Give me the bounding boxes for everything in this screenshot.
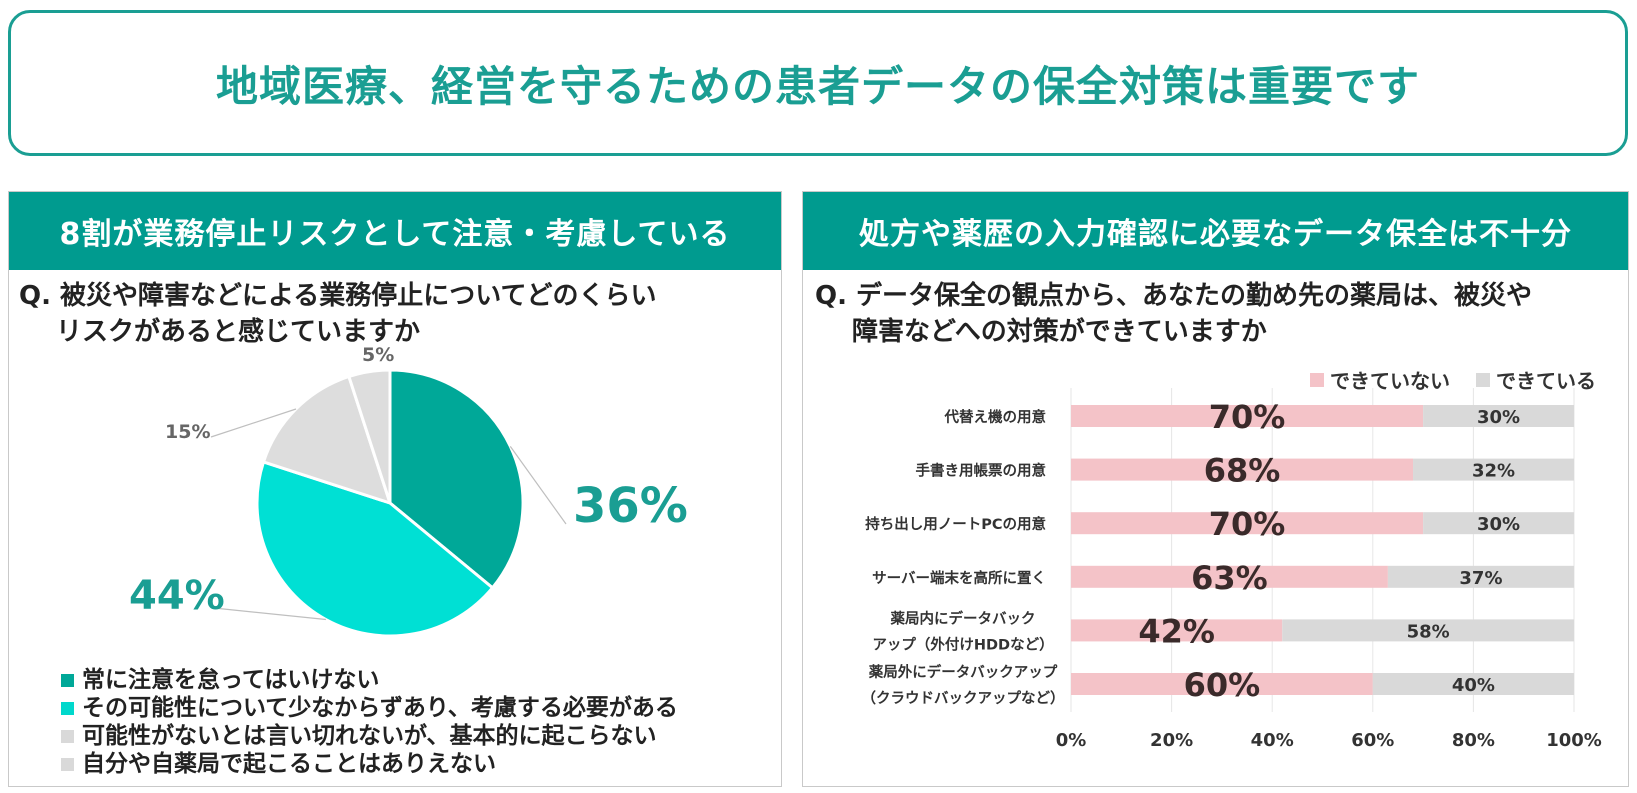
bar-data-label: 58%: [1407, 621, 1450, 642]
pie-data-label: 44%: [129, 573, 225, 619]
bar-data-label: 30%: [1477, 514, 1520, 535]
legend-swatch: [1310, 372, 1324, 387]
pie-data-label: 15%: [165, 421, 210, 443]
bar-segment: [1071, 673, 1373, 695]
bar-segment: [1372, 673, 1574, 695]
bar-data-label: 70%: [1209, 505, 1286, 543]
bar-data-label: 40%: [1452, 675, 1495, 696]
bar-segment: [1423, 512, 1574, 535]
bar-segment: [1071, 619, 1283, 642]
bar-legend-item: できている: [1476, 365, 1596, 394]
bar-data-label: 32%: [1472, 461, 1515, 482]
pie-legend: 常に注意を怠ってはいけない その可能性について少なからずあり、考慮する必要がある可…: [61, 666, 678, 778]
y-category-label: 手書き用帳票の用意: [916, 462, 1047, 480]
pie-legend-label: 可能性がないとは言い切れないが、基本的に起こらない: [82, 723, 657, 749]
right-question-line2: 障害などへの対策ができていますか: [852, 317, 1267, 347]
y-category-label: アップ（外付けHDDなど）: [872, 635, 1053, 653]
bar-legend-label: できていない: [1330, 369, 1450, 393]
y-category-label: サーバー端末を高所に置く: [872, 569, 1046, 587]
pie-slice: [255, 460, 495, 638]
x-tick-label: 20%: [1150, 730, 1193, 751]
legend-swatch: [61, 701, 74, 715]
bar-segment: [1071, 405, 1424, 427]
pie-data-label: 36%: [573, 478, 688, 534]
y-category-label: 薬局内にデータバック: [891, 609, 1036, 627]
pie-legend-item: その可能性について少なからずあり、考慮する必要がある: [61, 694, 678, 722]
right-question-line1: Q. データ保全の観点から、あなたの勤め先の薬局は、被災や: [815, 281, 1533, 311]
bar-legend: できていない できている: [1284, 365, 1596, 394]
y-category-label: （クラウドバックアップなど）: [862, 689, 1065, 707]
pie-legend-label: 常に注意を怠ってはいけない: [82, 667, 380, 693]
bar-data-label: 60%: [1184, 666, 1261, 704]
pie-leader-line: [210, 408, 297, 438]
bar-data-label: 37%: [1459, 568, 1502, 589]
pie-leader-line: [213, 607, 326, 621]
bar-segment: [1413, 458, 1574, 481]
pie-data-label: 5%: [362, 344, 394, 366]
y-category-label: 代替え機の用意: [944, 408, 1047, 426]
legend-swatch: [61, 673, 74, 687]
x-tick-label: 0%: [1056, 730, 1087, 751]
left-question-line2: リスクがあると感じていますか: [56, 317, 421, 347]
legend-swatch: [61, 757, 74, 771]
bar-data-label: 68%: [1204, 452, 1281, 490]
x-tick-label: 40%: [1251, 730, 1294, 751]
page-title: 地域医療、経営を守るための患者データの保全対策は重要です: [215, 61, 1420, 111]
left-question: Q. 被災や障害などによる業務停止についてどのくらい リスクがあると感じています…: [19, 278, 779, 350]
bar-legend-item: できていない: [1310, 365, 1450, 394]
right-panel: 処方や薬歴の入力確認に必要なデータ保全は不十分 Q. データ保全の観点から、あな…: [802, 191, 1629, 787]
right-question: Q. データ保全の観点から、あなたの勤め先の薬局は、被災や 障害などへの対策がで…: [815, 278, 1615, 350]
pie-slice: [347, 368, 392, 504]
x-tick-label: 60%: [1351, 730, 1394, 751]
y-category-label: 持ち出し用ノートPCの用意: [865, 515, 1046, 533]
pie-chart: 36% 44% 15% 5%: [129, 344, 688, 638]
title-banner: 地域医療、経営を守るための患者データの保全対策は重要です: [8, 10, 1628, 156]
bar-segment: [1423, 405, 1574, 427]
pie-legend-item: 自分や自薬局で起こることはありえない: [61, 750, 678, 778]
bar-segment: [1071, 458, 1414, 481]
x-tick-label: 100%: [1546, 730, 1602, 751]
y-category-label: 薬局外にデータバックアップ: [869, 663, 1058, 681]
bar-data-label: 42%: [1138, 612, 1215, 650]
legend-swatch: [61, 729, 74, 743]
pie-legend-label: 自分や自薬局で起こることはありえない: [82, 751, 496, 777]
bar-chart: 0% 20% 40% 60% 80% 100% 代替え機の用意 70% 30% 手書き用帳票の用意…: [862, 388, 1602, 751]
pie-legend-label: その可能性について少なからずあり、考慮する必要がある: [82, 695, 678, 721]
bar-data-label: 70%: [1209, 398, 1286, 436]
bar-segment: [1071, 512, 1424, 535]
bar-segment: [1387, 565, 1574, 588]
bar-segment: [1071, 565, 1388, 588]
bar-data-label: 63%: [1191, 559, 1268, 597]
x-tick-label: 80%: [1452, 730, 1495, 751]
pie-legend-item: 可能性がないとは言い切れないが、基本的に起こらない: [61, 722, 678, 750]
pie-leader-line: [509, 446, 567, 525]
bar-legend-label: できている: [1496, 369, 1596, 393]
right-panel-header: 処方や薬歴の入力確認に必要なデータ保全は不十分: [803, 192, 1628, 270]
left-panel: 8割が業務停止リスクとして注意・考慮している Q. 被災や障害などによる業務停止…: [8, 191, 782, 787]
left-question-line1: Q. 被災や障害などによる業務停止についてどのくらい: [19, 281, 657, 311]
pie-legend-item: 常に注意を怠ってはいけない: [61, 666, 678, 694]
bar-data-label: 30%: [1477, 407, 1520, 428]
legend-swatch: [1476, 372, 1490, 387]
bar-segment: [1282, 619, 1574, 642]
left-panel-header: 8割が業務停止リスクとして注意・考慮している: [9, 192, 781, 270]
